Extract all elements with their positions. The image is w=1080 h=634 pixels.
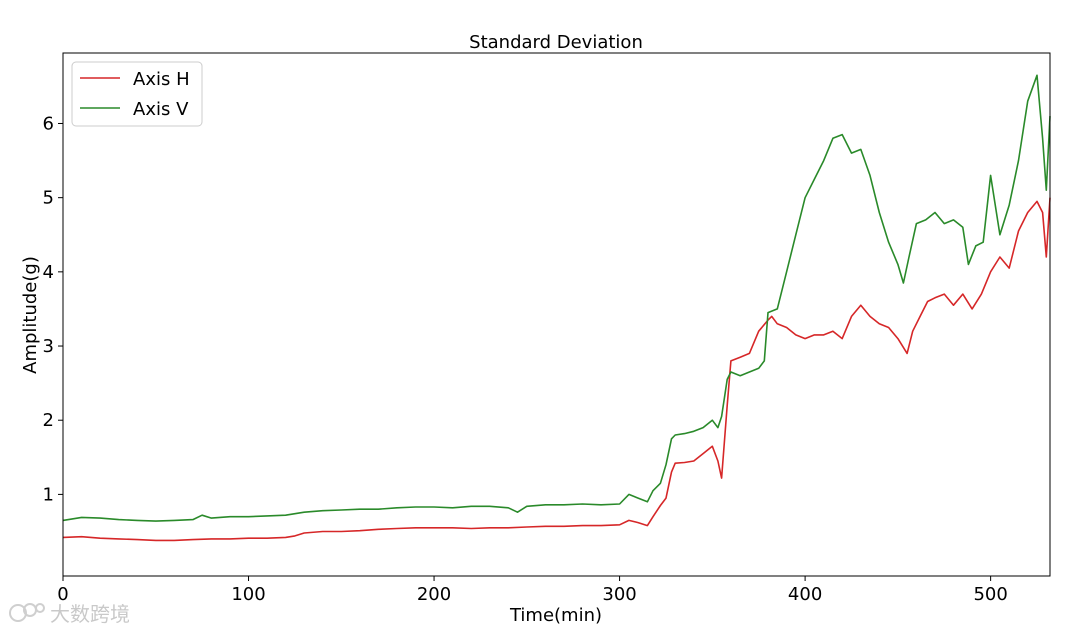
x-tick-label: 0 [57, 584, 68, 605]
plot-area [62, 74, 1051, 542]
y-tick-label: 4 [43, 262, 54, 283]
y-tick-label: 2 [43, 410, 54, 431]
y-axis-ticks: 1 2 3 4 5 6 [43, 113, 63, 505]
y-axis-title: Amplitude(g) [20, 256, 41, 374]
legend-label-axis-v: Axis V [133, 99, 189, 120]
watermark: 大数跨境 [8, 598, 130, 627]
y-tick-label: 1 [43, 484, 54, 505]
watermark-text: 大数跨境 [50, 602, 130, 626]
y-tick-label: 6 [43, 113, 54, 134]
watermark-logo-icon [9, 602, 45, 622]
x-tick-label: 500 [973, 584, 1007, 605]
x-tick-label: 300 [602, 584, 636, 605]
plot-frame [62, 52, 1051, 577]
y-tick-label: 5 [43, 188, 54, 209]
series-line-axis-h [62, 197, 1051, 542]
x-tick-label: 400 [788, 584, 822, 605]
legend: Axis H Axis V [71, 61, 203, 127]
legend-label-axis-h: Axis H [133, 69, 190, 90]
x-tick-label: 200 [417, 584, 451, 605]
series-line-axis-v [62, 74, 1051, 522]
x-tick-label: 100 [231, 584, 265, 605]
x-axis-title: Time(min) [509, 605, 602, 626]
x-axis-ticks: 0 100 200 300 400 500 [57, 576, 1008, 605]
y-tick-label: 3 [43, 336, 54, 357]
chart-title: Standard Deviation [469, 32, 643, 53]
